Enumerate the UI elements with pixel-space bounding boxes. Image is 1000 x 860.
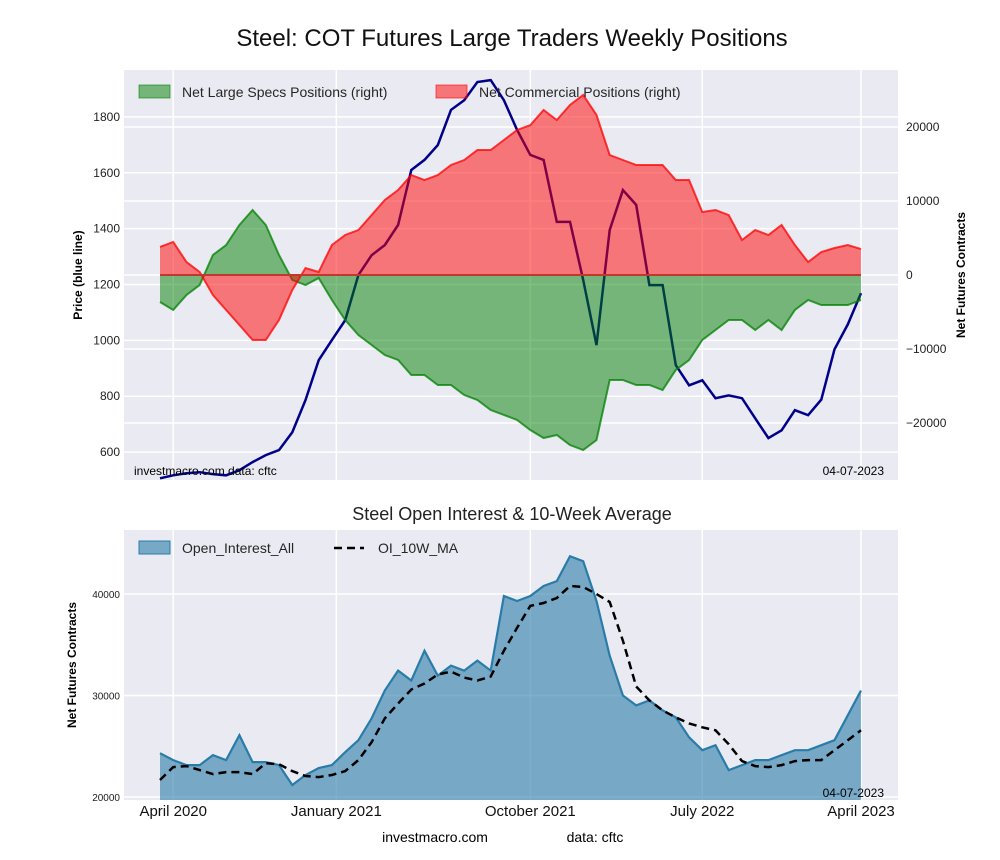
price-line [159,78,863,480]
open-interest-chart: Steel Open Interest & 10-Week Average Apr… [65,504,898,820]
y-tick-left: 1800 [93,110,120,124]
y-axis-label-right: Net Futures Contracts [954,212,968,338]
footer-data: data: cftc [567,829,624,845]
y-tick-left: 1400 [93,222,120,236]
specs-area [160,210,861,450]
legend-ma-label: OI_10W_MA [378,540,459,556]
source-annotation: investmacro.com data: cftc [134,464,277,478]
x-tick-label: April 2023 [827,803,895,820]
oi-chart-title: Steel Open Interest & 10-Week Average [352,504,672,524]
y-axis-label: Net Futures Contracts [65,602,79,728]
specs-line [159,208,862,452]
footer-site: investmacro.com [382,829,488,845]
y-axis-label-left: Price (blue line) [71,230,85,319]
x-tick-label: July 2022 [670,803,734,820]
y-tick-right: 20000 [906,120,940,134]
legend-commercial-swatch [435,84,468,99]
commercial-area [160,95,861,340]
date-annotation: 04-07-2023 [823,464,885,478]
date-annotation: 04-07-2023 [823,786,885,800]
oi-10w-ma-line [159,584,862,781]
y-tick-right: −20000 [906,416,947,430]
y-tick-left: 1600 [93,166,120,180]
commercial-line [159,93,862,341]
y-tick: 30000 [92,691,120,702]
y-tick-left: 1200 [93,277,120,291]
y-tick-left: 600 [100,445,120,459]
main-title: Steel: COT Futures Large Traders Weekly … [236,25,787,52]
y-tick-right: 10000 [906,194,940,208]
x-tick-label: January 2021 [291,803,382,820]
y-tick-left: 800 [100,389,120,403]
legend-commercial-label: Net Commercial Positions (right) [479,84,681,100]
legend-oi-swatch [138,540,171,555]
y-tick-right: −10000 [906,342,947,356]
open-interest-area [160,556,861,800]
legend-specs-label: Net Large Specs Positions (right) [182,84,387,100]
y-tick: 20000 [92,793,120,804]
positions-chart: 600 800 1000 1200 1400 1600 1800 −20000 −10000 0 1… [71,70,968,480]
x-tick-label: October 2021 [485,803,576,820]
legend-specs-swatch [138,84,171,99]
y-tick-left: 1000 [93,333,120,347]
x-tick-label: April 2020 [139,803,207,820]
y-tick: 40000 [92,590,120,601]
y-tick-right: 0 [906,268,913,282]
open-interest-line [159,554,862,787]
legend-oi-label: Open_Interest_All [182,540,294,556]
